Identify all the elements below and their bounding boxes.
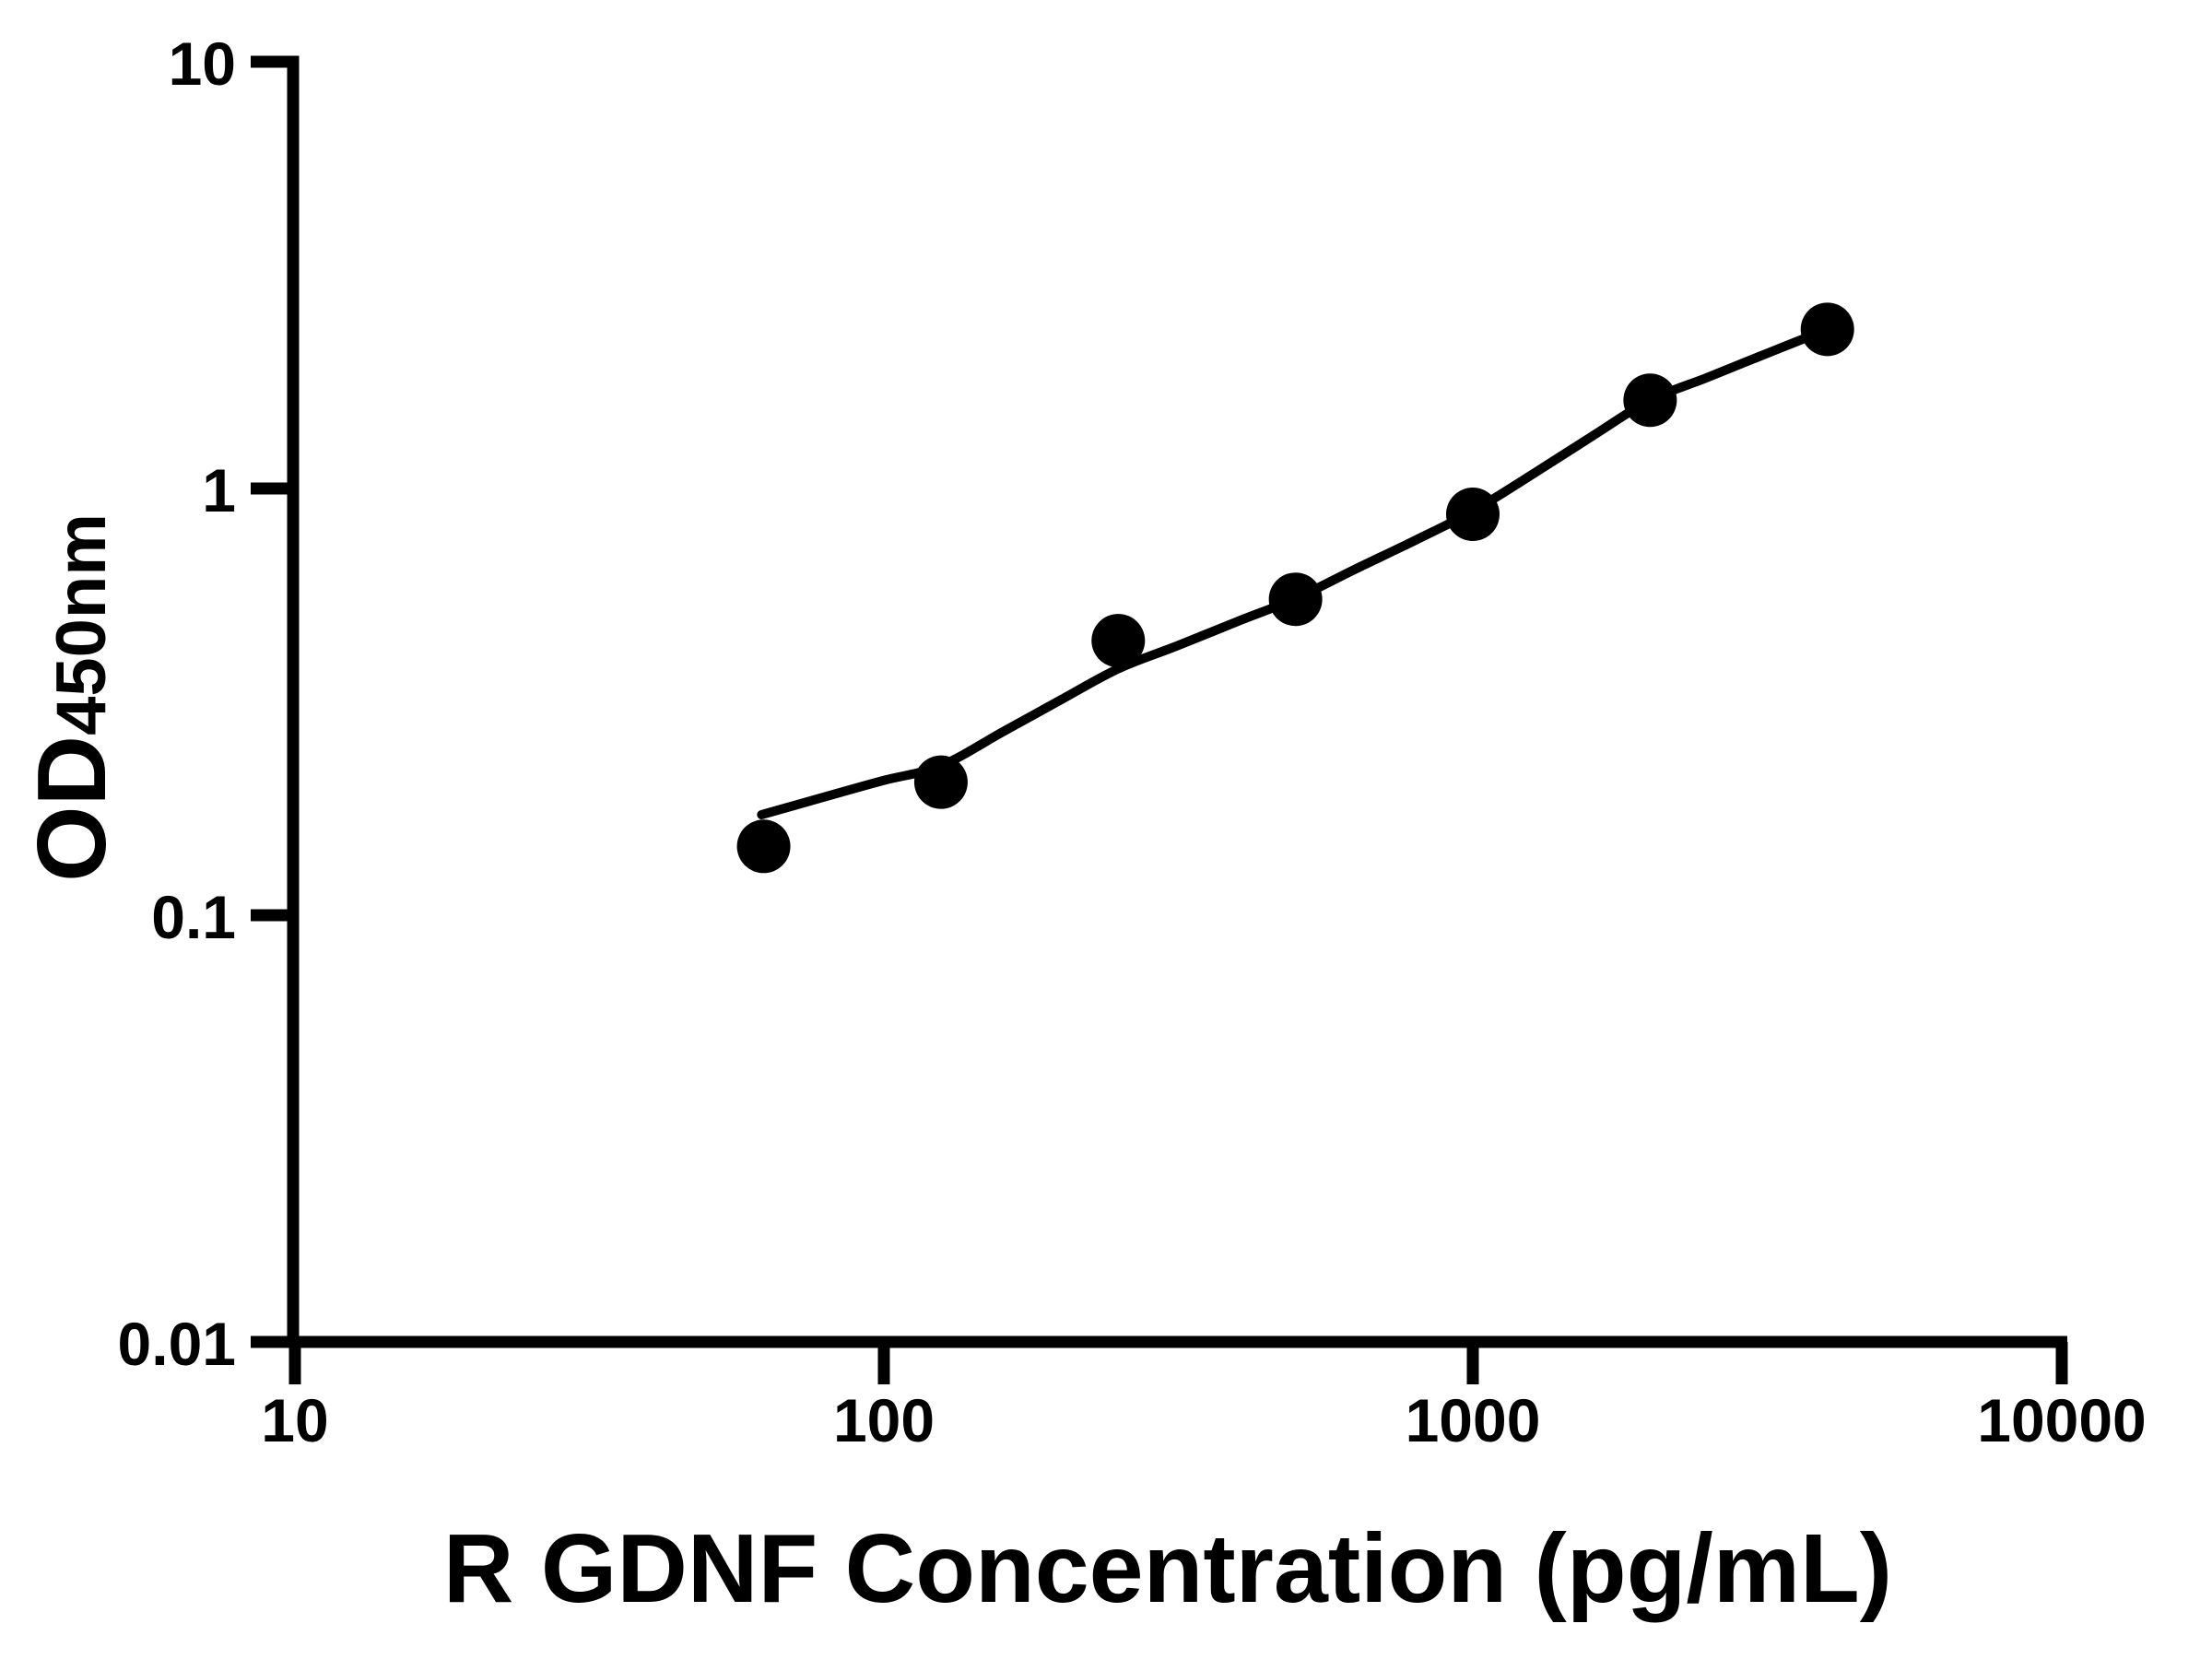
y-axis-line	[251, 55, 300, 1342]
x-axis-title: R GDNF Concentration (pg/mL)	[442, 1514, 1893, 1623]
y-axis-title: OD450nm	[18, 513, 126, 882]
data-point	[1091, 614, 1146, 668]
x-tick-label: 10	[261, 1386, 328, 1454]
y-axis-title-main: OD	[18, 735, 126, 882]
y-axis-title-sub: 450nm	[42, 513, 121, 735]
x-tick-label: 100	[833, 1386, 935, 1454]
y-tick-label: 0.1	[151, 883, 236, 951]
fitted-curve	[757, 324, 1832, 819]
y-tick-label: 0.01	[118, 1310, 236, 1378]
x-tick-label: 10000	[1977, 1386, 2147, 1454]
y-tick-label: 1	[202, 456, 236, 524]
y-tick-label: 10	[169, 29, 236, 98]
x-tick-label: 1000	[1406, 1386, 1541, 1454]
data-point	[736, 819, 791, 874]
